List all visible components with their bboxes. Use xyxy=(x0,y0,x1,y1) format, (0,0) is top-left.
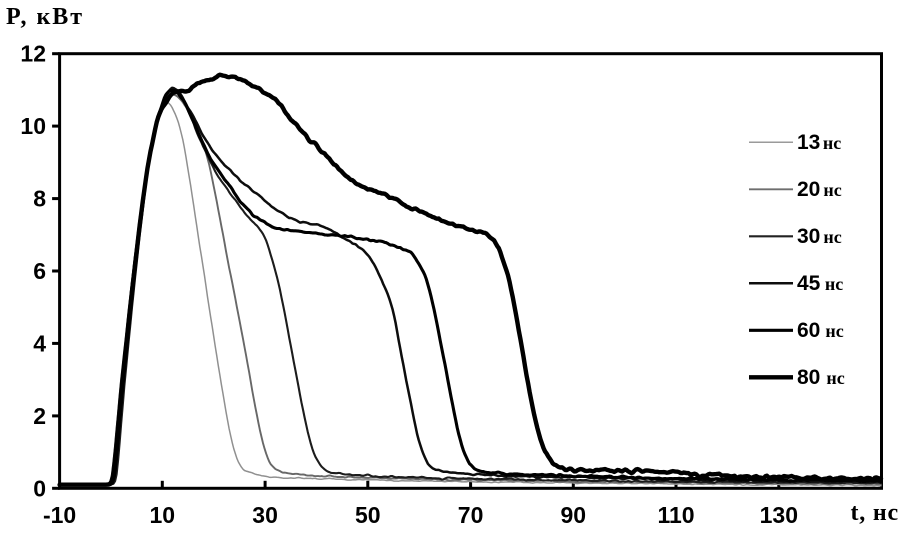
svg-text:8: 8 xyxy=(33,186,46,212)
svg-text:70: 70 xyxy=(458,502,484,528)
svg-text:30: 30 xyxy=(252,502,278,528)
svg-text:12: 12 xyxy=(20,41,46,67)
svg-text:-10: -10 xyxy=(43,502,76,528)
svg-text:110: 110 xyxy=(657,502,694,528)
svg-text:50: 50 xyxy=(355,502,381,528)
svg-text:6: 6 xyxy=(33,258,46,284)
svg-text:0: 0 xyxy=(33,475,46,501)
svg-text:4: 4 xyxy=(33,330,46,356)
svg-text:t, нс: t, нс xyxy=(851,500,899,526)
svg-text:10: 10 xyxy=(150,502,176,528)
svg-text:90: 90 xyxy=(561,502,587,528)
svg-text:2: 2 xyxy=(33,403,46,429)
svg-text:P, кВт: P, кВт xyxy=(6,4,84,30)
svg-text:130: 130 xyxy=(760,502,798,528)
svg-text:10: 10 xyxy=(20,113,46,139)
